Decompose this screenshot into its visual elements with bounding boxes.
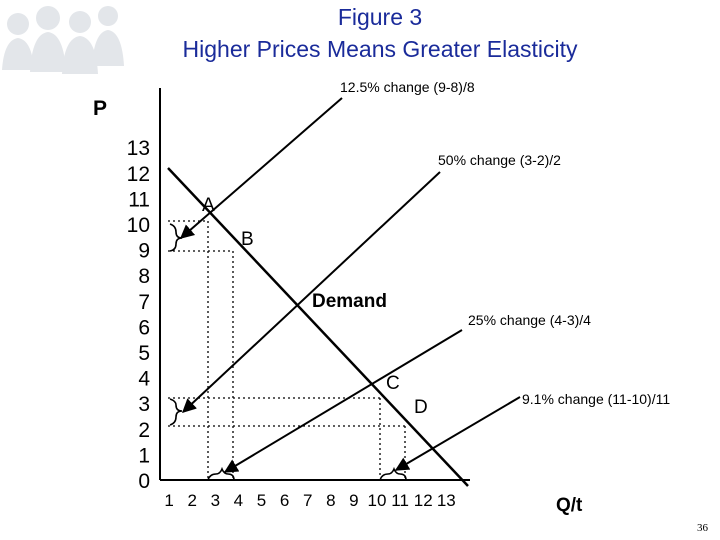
- x-tick-label: 6: [280, 491, 289, 510]
- y-tick-label: 12: [127, 163, 150, 186]
- axes: [159, 88, 470, 481]
- x-tick-label: 5: [257, 491, 266, 510]
- x-axis-label: Q/t: [556, 495, 583, 516]
- x-tick-label: 12: [414, 491, 433, 510]
- y-tick-label: 10: [127, 214, 150, 237]
- annotation-arrow: [179, 97, 343, 239]
- point-labels: A B CD: [202, 195, 428, 418]
- y-tick-label: 7: [138, 291, 150, 314]
- annotation-arrow: [181, 171, 441, 413]
- y-tick-label: 6: [138, 316, 150, 339]
- price-brace-top: [169, 223, 183, 252]
- annotation-label: 50% change (3-2)/2: [438, 152, 561, 168]
- point-label-c: C: [386, 373, 400, 394]
- y-tick-label: 8: [138, 265, 150, 288]
- x-tick-label: 13: [437, 491, 456, 510]
- y-tick-label: 13: [127, 137, 150, 160]
- annotation-label: 25% change (4-3)/4: [468, 312, 591, 328]
- annotations: 12.5% change (9-8)/8 50% change (3-2)/2 25…: [179, 79, 670, 473]
- x-tick-label: 1: [164, 491, 173, 510]
- point-label-d: D: [414, 397, 428, 418]
- demand-curve: Demand: [167, 167, 469, 487]
- annotation-arrow: [394, 396, 521, 471]
- x-tick-label: 7: [303, 491, 312, 510]
- chart-title: Figure 3: [337, 4, 423, 30]
- annotation-label: 9.1% change (11-10)/11: [522, 391, 670, 407]
- y-tick-label: 5: [138, 342, 150, 365]
- x-tick-label: 3: [211, 491, 220, 510]
- y-tick-label: 1: [138, 444, 150, 467]
- y-tick-label: 3: [138, 393, 150, 416]
- point-label-a: A: [202, 195, 215, 216]
- x-tick-label: 8: [326, 491, 335, 510]
- demand-line: [167, 167, 469, 487]
- price-brace-bottom: [169, 398, 183, 426]
- change-braces: [169, 223, 407, 481]
- x-tick-label: 2: [187, 491, 196, 510]
- guide-lines: [168, 220, 406, 478]
- y-tick-label: 0: [138, 470, 150, 493]
- annotation-arrow: [223, 329, 463, 473]
- page-number: 36: [697, 522, 708, 534]
- y-tick-label: 4: [138, 368, 150, 391]
- annotation-label: 12.5% change (9-8)/8: [340, 79, 475, 95]
- background-people-graphic: [2, 6, 124, 74]
- x-tick-label: 11: [391, 491, 409, 510]
- x-tick-label: 4: [234, 491, 243, 510]
- y-tick-label: 11: [128, 188, 150, 211]
- y-tick-label: 2: [138, 419, 150, 442]
- chart-subtitle: Higher Prices Means Greater Elasticity: [182, 36, 578, 62]
- quantity-brace-left: [207, 466, 235, 481]
- quantity-brace-right: [379, 466, 407, 481]
- y-axis-label: P: [93, 97, 107, 120]
- point-label-b: B: [241, 229, 254, 250]
- demand-label: Demand: [312, 291, 387, 312]
- x-tick-label: 9: [349, 491, 358, 510]
- y-tick-label: 9: [138, 240, 150, 263]
- x-tick-label: 10: [368, 491, 387, 510]
